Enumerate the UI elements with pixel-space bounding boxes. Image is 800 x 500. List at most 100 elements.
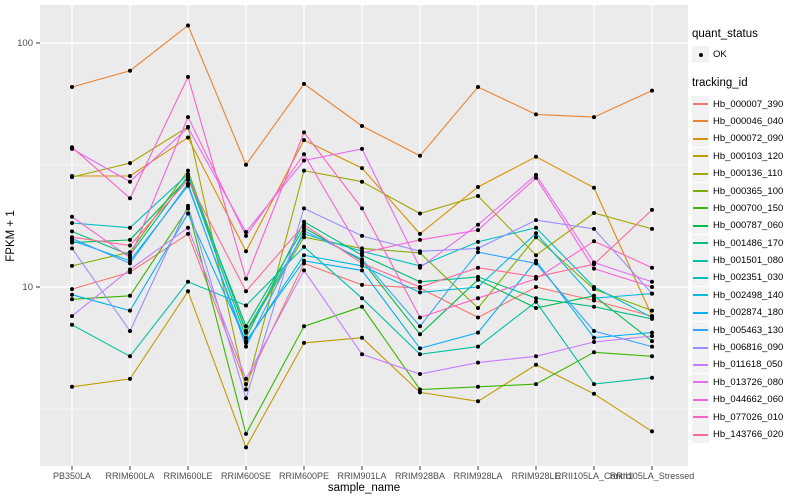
- data-point: [302, 81, 306, 86]
- data-point: [650, 334, 654, 338]
- data-point: [476, 330, 480, 335]
- legend-item-label: Hb_011618_050: [713, 359, 783, 371]
- legend-item-Hb_000007_390: Hb_000007_390: [692, 95, 800, 113]
- data-point: [418, 211, 422, 216]
- data-point: [186, 74, 190, 79]
- data-point: [534, 354, 538, 359]
- data-point: [534, 382, 538, 387]
- data-point: [244, 329, 248, 333]
- legend-item-label: Hb_013726_080: [713, 376, 784, 388]
- data-point: [128, 68, 132, 73]
- legend-item-Hb_013726_080: Hb_013726_080: [692, 373, 800, 391]
- legend: quant_status OK tracking_id Hb_000007_39…: [692, 28, 800, 457]
- data-point: [592, 239, 596, 244]
- x-tick-label: RRII105LA_Control: [555, 471, 633, 481]
- data-point: [592, 382, 596, 387]
- data-point: [360, 206, 364, 211]
- data-point: [476, 285, 480, 289]
- data-point: [360, 257, 364, 262]
- data-point: [476, 296, 480, 301]
- data-point: [302, 225, 306, 230]
- legend-tracking-id-section: tracking_id Hb_000007_390 Hb_000046_040 Hb…: [692, 77, 800, 443]
- data-point: [244, 233, 248, 238]
- legend-item-Hb_044662_060: Hb_044662_060: [692, 391, 800, 409]
- data-point: [650, 330, 654, 335]
- data-point: [534, 285, 538, 289]
- data-point: [592, 340, 596, 344]
- data-point: [418, 249, 422, 254]
- y-tick-label: 10: [22, 282, 33, 293]
- data-point: [186, 168, 190, 173]
- legend-item-label: Hb_044662_060: [713, 394, 784, 406]
- data-point: [244, 344, 248, 349]
- legend-item-Hb_000103_120: Hb_000103_120: [692, 147, 800, 165]
- data-point: [186, 231, 190, 236]
- series-color-line-icon: [693, 224, 708, 227]
- data-point: [650, 226, 654, 231]
- data-point: [244, 162, 248, 167]
- legend-key-box: [692, 182, 709, 200]
- data-point: [70, 314, 74, 319]
- data-point: [534, 235, 538, 240]
- data-point: [70, 221, 74, 225]
- x-tick-label: RRIM600PE: [279, 471, 329, 481]
- data-point: [302, 138, 306, 143]
- data-point: [476, 306, 480, 310]
- data-point: [128, 237, 132, 242]
- data-point: [302, 258, 306, 263]
- data-point: [128, 179, 132, 184]
- data-point: [302, 152, 306, 157]
- data-point: [186, 211, 190, 216]
- data-point: [360, 296, 364, 301]
- data-point: [70, 85, 74, 89]
- legend-item-label: Hb_002498_140: [713, 289, 784, 301]
- data-point: [592, 391, 596, 396]
- data-point: [418, 290, 422, 295]
- data-point: [128, 376, 132, 381]
- data-point: [186, 125, 190, 130]
- data-point: [360, 304, 364, 309]
- legend-item-Hb_000072_090: Hb_000072_090: [692, 130, 800, 148]
- legend-item-label: Hb_000365_100: [713, 185, 784, 197]
- data-point: [418, 324, 422, 329]
- legend-key-box: [692, 426, 709, 443]
- legend-key-box: [692, 147, 709, 165]
- data-point: [70, 214, 74, 219]
- series-color-line-icon: [693, 294, 708, 297]
- data-point: [244, 431, 248, 436]
- series-color-line-icon: [693, 137, 708, 140]
- series-color-line-icon: [693, 190, 708, 193]
- data-point: [476, 399, 480, 404]
- legend-title-quant-status: quant_status: [692, 28, 758, 40]
- data-point: [302, 268, 306, 273]
- data-point: [476, 344, 480, 349]
- legend-key-box: [692, 339, 709, 357]
- data-point: [186, 135, 190, 140]
- y-axis-title: FPKM + 1: [5, 210, 17, 261]
- data-point: [650, 315, 654, 320]
- data-point: [244, 335, 248, 340]
- data-point: [418, 265, 422, 270]
- legend-item-label: Hb_000103_120: [713, 150, 784, 162]
- data-point: [302, 324, 306, 329]
- legend-item-Hb_002498_140: Hb_002498_140: [692, 286, 800, 304]
- data-point: [186, 115, 190, 120]
- data-point: [128, 250, 132, 255]
- legend-key-box: [692, 408, 709, 426]
- data-point: [592, 262, 596, 267]
- data-point: [418, 372, 422, 376]
- data-point: [302, 231, 306, 236]
- data-point: [418, 390, 422, 395]
- data-point: [650, 308, 654, 313]
- data-point: [244, 445, 248, 450]
- data-point: [418, 285, 422, 289]
- series-color-line-icon: [693, 120, 708, 123]
- data-point: [186, 203, 190, 208]
- data-point: [128, 261, 132, 266]
- data-point: [650, 429, 654, 434]
- x-tick-label: RRII105LA_Stressed: [610, 471, 695, 481]
- legend-key-box: [692, 199, 709, 217]
- data-point: [650, 375, 654, 380]
- data-point: [70, 246, 74, 251]
